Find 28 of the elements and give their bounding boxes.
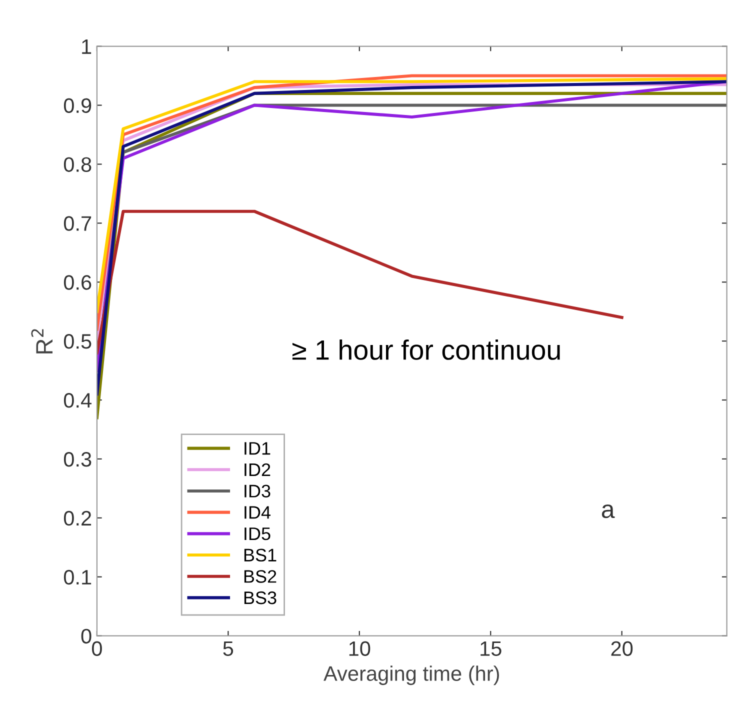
y-tick-label: 0.9 [64,98,92,113]
legend-label: BS3 [244,591,276,604]
x-tick-label: 15 [480,641,502,656]
annotation: ≥ 1 hour for continuou [292,339,560,360]
y-tick-label: 0.6 [64,275,92,290]
y-axis-title: R$^{2}$ [31,329,52,354]
legend-label: BS1 [244,548,276,562]
y-tick-label: 0.1 [64,570,92,585]
legend-label: ID2 [244,463,270,476]
x-axis-title: Averaging time (hr) [324,666,499,686]
legend-label: BS2 [244,570,276,583]
x-tick-label: 10 [349,641,370,656]
y-tick-label: 0.8 [64,157,92,172]
y-tick-label: 0 [81,628,92,644]
legend-label: ID4 [244,506,271,519]
y-tick-label: 0.4 [64,393,92,408]
legend-label: ID3 [244,484,270,498]
y-tick-label: 0.7 [64,216,92,231]
legend-label: ID1 [244,442,270,455]
y-tick-label: 0.2 [64,510,92,526]
x-tick-label: 5 [223,641,234,656]
y-tick-label: 0.5 [64,334,92,349]
y-tick-label: 1 [82,39,92,54]
y-tick-label: 0.3 [64,452,92,467]
annotation: a [602,504,615,518]
legend-label: ID5 [244,528,270,540]
x-tick-label: 0 [92,641,102,656]
x-tick-label: 20 [611,641,633,656]
